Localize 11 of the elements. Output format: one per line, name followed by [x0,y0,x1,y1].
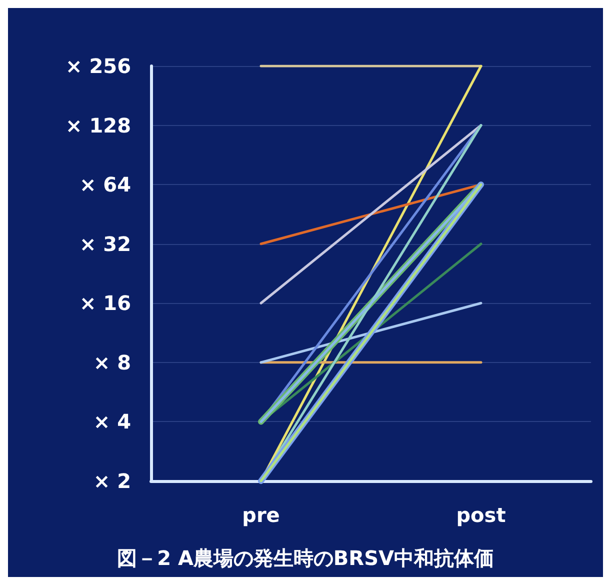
y-tick-label: × 4 [93,410,131,434]
y-tick-label: × 2 [93,469,131,493]
y-tick-label: × 32 [79,232,131,256]
y-tick-label: × 128 [66,113,131,138]
x-tick-label: pre [242,503,280,527]
y-tick-label: × 64 [79,172,131,197]
text: 図－2 A農場の発生時のBRSV中和抗体価 [117,546,494,570]
x-tick-label: post [456,503,506,527]
y-tick-label: × 256 [66,54,131,78]
y-tick-label: × 8 [93,350,131,374]
y-tick-label: × 16 [79,291,131,316]
